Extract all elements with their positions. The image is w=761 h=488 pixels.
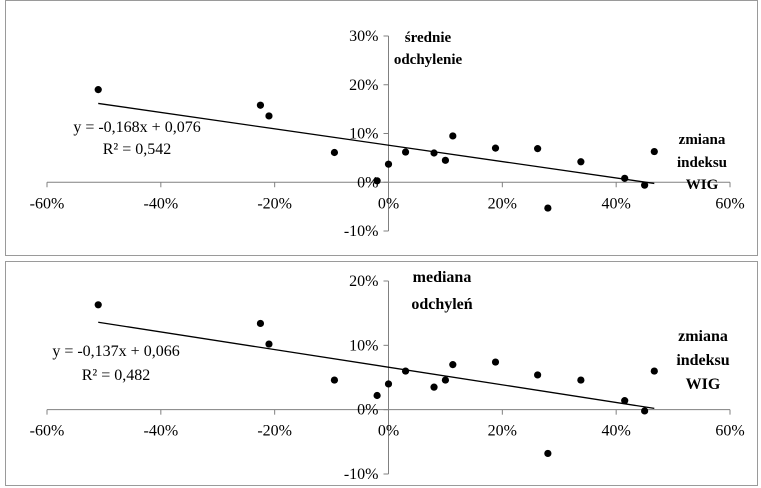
scatter-chart-average-deviation: -60% -40% -20% 0% 20% 40% 60% -10% 0% 10% 20% 30% y … (30, 28, 745, 240)
chart-panel-median-deviation: -60% -40% -20% 0% 20% 40% 60% -10% 0% 10% 20% y = -… (5, 261, 758, 486)
chart2-data-point (94, 301, 102, 309)
chart2-data-point (265, 340, 273, 348)
chart2-data-point (441, 376, 450, 384)
chart1-y-tick-label: 10% (349, 126, 378, 143)
chart2-trendline-equation: y = -0,137x + 0,066 (52, 343, 179, 360)
chart1-data-point (641, 181, 649, 189)
chart2-x-tick-label: -60% (30, 423, 65, 440)
chart2-data-point (577, 376, 585, 384)
chart2-data-point (384, 380, 393, 388)
chart1-x-axis-title: zmiana (679, 132, 726, 148)
chart2-y-tick-label: 20% (349, 273, 378, 290)
chart1-x-axis-title: WIG (686, 177, 719, 193)
chart1-r-squared: R² = 0,542 (103, 141, 172, 158)
chart2-y-tick-label: -10% (344, 466, 379, 483)
chart1-data-point (330, 148, 339, 157)
chart1-data-point (491, 144, 500, 152)
chart1-data-point (650, 147, 658, 156)
chart1-data-point (544, 204, 552, 212)
chart2-x-tick-label: -40% (144, 423, 179, 440)
chart2-x-tick-label: 0% (378, 423, 399, 440)
chart2-x-tick-label: -20% (257, 423, 292, 440)
chart2-x-axis-title: zmiana (678, 328, 728, 345)
chart2-x-tick-label: 20% (488, 423, 517, 440)
chart2-x-tick-label: 60% (715, 423, 744, 440)
chart1-x-tick-label: 20% (488, 195, 517, 212)
chart1-x-tick-label: -60% (30, 195, 65, 212)
chart2-data-point (401, 367, 410, 375)
chart1-y-tick-label: 30% (349, 28, 378, 45)
chart1-trendline-equation: y = -0,168x + 0,076 (73, 119, 200, 136)
chart1-data-point (401, 148, 410, 156)
chart1-data-point (621, 174, 629, 182)
chart1-y-tick-label: 0% (357, 174, 378, 191)
chart2-r-squared: R² = 0,482 (82, 367, 151, 384)
chart2-data-point (430, 383, 438, 391)
chart2-data-point (641, 407, 649, 415)
chart1-data-point (441, 156, 450, 164)
chart1-data-point (265, 112, 273, 120)
chart1-data-point (577, 158, 585, 166)
chart1-data-point (534, 145, 542, 153)
chart2-data-point (330, 376, 339, 384)
chart2-y-axis-title: mediana (413, 269, 472, 286)
chart2-x-axis-title: indeksu (676, 352, 729, 369)
chart1-data-point (430, 149, 438, 157)
chart2-x-axis-title: WIG (686, 376, 721, 393)
chart1-x-tick-label: 40% (602, 195, 631, 212)
chart2-y-axis-title: odchyleń (411, 296, 472, 313)
chart2-y-tick-label: 10% (349, 337, 378, 354)
chart1-x-axis-title: indeksu (677, 155, 727, 171)
chart1-data-point (384, 160, 393, 168)
chart1-y-axis-title: średnie (405, 30, 452, 46)
chart1-y-axis-title: odchylenie (394, 52, 463, 68)
chart2-data-point (449, 361, 457, 369)
chart1-trendline (98, 102, 655, 185)
chart1-data-point (449, 132, 457, 140)
chart2-y-tick-label: 0% (357, 402, 378, 419)
chart1-x-tick-label: 60% (715, 195, 744, 212)
chart2-data-point (256, 319, 265, 328)
chart2-data-point (621, 397, 629, 405)
chart1-y-tick-label: 20% (349, 77, 378, 94)
chart2-data-point (544, 449, 552, 458)
chart2-x-tick-label: 40% (602, 423, 631, 440)
chart2-data-point (534, 371, 542, 379)
chart2-data-point (650, 367, 658, 375)
chart1-data-point (94, 86, 102, 94)
chart-panel-average-deviation: -60% -40% -20% 0% 20% 40% 60% -10% 0% 10% 20% 30% y … (5, 0, 758, 256)
chart1-data-point (256, 101, 265, 109)
chart2-trendline (98, 321, 655, 410)
chart1-x-tick-label: 0% (378, 195, 399, 212)
chart2-data-point (373, 391, 381, 400)
chart1-x-tick-label: -20% (257, 195, 292, 212)
scatter-chart-median-deviation: -60% -40% -20% 0% 20% 40% 60% -10% 0% 10% 20% y = -… (30, 269, 745, 483)
chart1-x-tick-label: -40% (144, 195, 179, 212)
chart2-data-point (491, 358, 500, 366)
chart1-y-tick-label: -10% (344, 223, 379, 240)
chart1-data-point (373, 177, 381, 185)
